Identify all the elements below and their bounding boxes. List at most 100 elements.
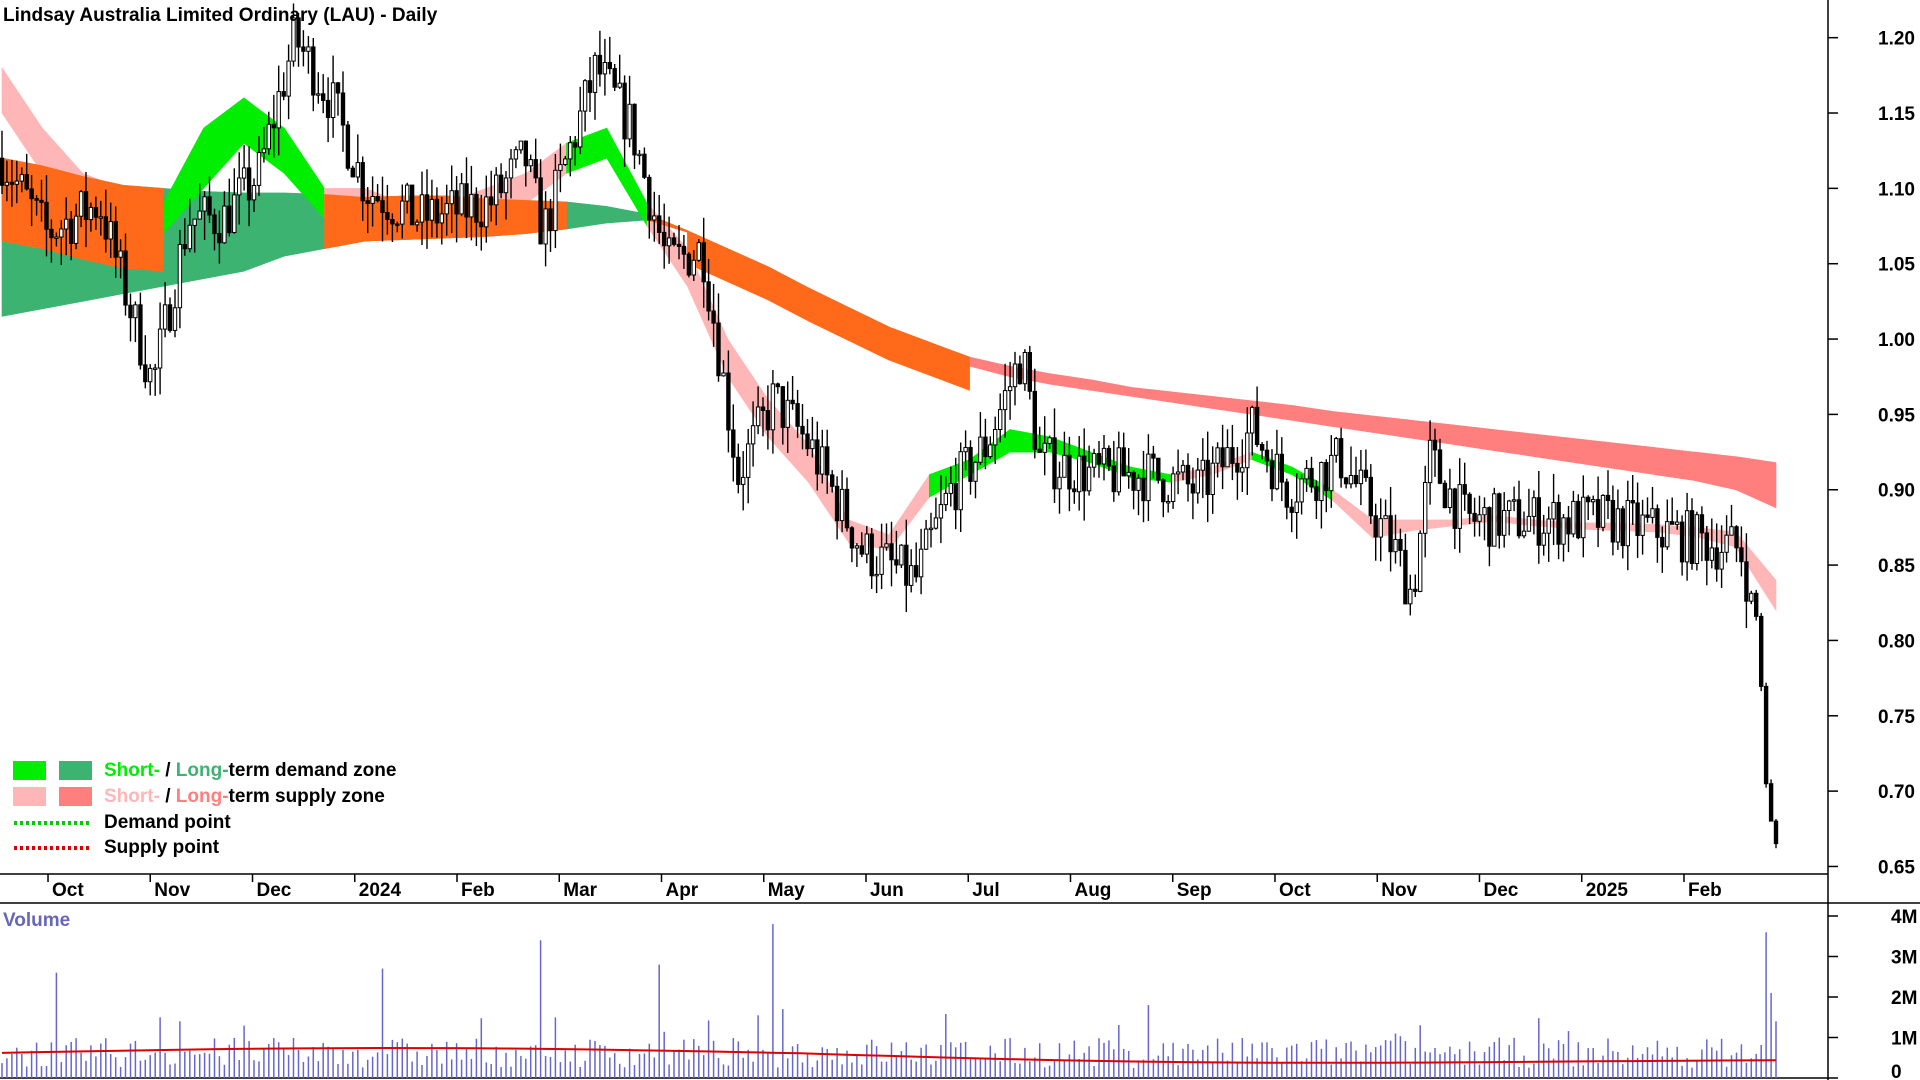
candle-body-187	[923, 528, 929, 550]
candle-body-328	[1620, 508, 1625, 547]
candle-body-34	[167, 304, 173, 331]
candle-body-269	[1329, 454, 1334, 492]
candle-body-272	[1343, 477, 1349, 485]
candle-body-241	[1190, 483, 1196, 494]
candle-body-185	[914, 565, 919, 578]
candle-body-315	[1556, 502, 1561, 545]
price-tick-label-4: 1.00	[1878, 330, 1915, 351]
candle-body-223	[1101, 447, 1107, 465]
candle-body-137	[676, 243, 682, 247]
candle-body-262	[1294, 501, 1299, 513]
time-tick-label-6: Apr	[665, 880, 698, 901]
candle-body-98	[484, 196, 489, 228]
candle-body-184	[909, 565, 914, 586]
time-axis: Oct Nov Dec 2024 Feb Mar Apr May Jun Jul Aug Sep Oct…	[47, 874, 1722, 901]
candle-body-255	[1259, 444, 1265, 451]
time-tick-label-14: Dec	[1483, 880, 1518, 901]
price-tick-label-11: 0.65	[1878, 857, 1915, 878]
candle-body-120	[592, 54, 598, 93]
legend-label-3: Supply point	[104, 837, 220, 858]
candle-body-56	[276, 91, 281, 129]
candle-body-0	[0, 157, 5, 186]
candle-body-257	[1269, 460, 1275, 490]
candle-body-183	[904, 544, 909, 586]
candle-body-259	[1279, 453, 1284, 483]
candle-body-83	[409, 184, 415, 226]
long-term-zone-segment-40	[1614, 442, 1656, 476]
candle-body-193	[953, 483, 958, 511]
candle-body-138	[681, 245, 687, 255]
candle-body-353	[1744, 561, 1749, 602]
short-term-zone-segment-33	[1332, 489, 1374, 539]
volume-tick-label-1: 3M	[1891, 948, 1917, 969]
candle-body-215	[1062, 454, 1067, 478]
candle-body-31	[153, 367, 158, 370]
candle-body-206	[1017, 363, 1023, 385]
candle-body-359	[1773, 820, 1779, 845]
long-term-zone-segment-28	[1130, 386, 1172, 403]
legend-swatch-long-1	[59, 787, 92, 806]
candle-body-66	[325, 99, 331, 119]
candle-body-195	[963, 447, 968, 453]
candle-body-5	[24, 174, 29, 190]
candle-body-160	[790, 399, 795, 405]
candle-body-181	[894, 559, 899, 566]
candle-body-122	[602, 62, 608, 75]
candle-body-207	[1022, 352, 1028, 385]
candle-body-213	[1052, 437, 1057, 490]
candle-body-106	[523, 140, 528, 167]
candle-body-281	[1388, 515, 1393, 553]
candle-body-284	[1403, 549, 1408, 605]
long-term-zone-segment-27	[1090, 379, 1132, 397]
volume-tick-label-0: 4M	[1891, 907, 1917, 928]
candle-body-270	[1334, 438, 1339, 456]
candle-body-18	[88, 207, 94, 221]
candle-body-186	[918, 548, 924, 578]
candle-body-13	[64, 218, 69, 230]
candle-body-277	[1368, 476, 1373, 517]
legend-label-2: Demand point	[104, 812, 231, 833]
candle-body-197	[973, 461, 978, 482]
candle-body-94	[464, 183, 469, 218]
candle-body-271	[1338, 438, 1344, 479]
candle-body-35	[172, 307, 178, 331]
candle-body-333	[1645, 514, 1650, 518]
candle-body-88	[434, 198, 440, 224]
candle-body-2	[9, 181, 15, 185]
candle-body-113	[558, 164, 563, 171]
candle-body-303	[1497, 493, 1502, 536]
candle-body-225	[1111, 465, 1116, 493]
candle-body-51	[251, 185, 257, 201]
candle-body-96	[474, 193, 479, 223]
candle-body-180	[889, 543, 894, 561]
candle-body-256	[1264, 449, 1270, 462]
legend-swatch-long-0	[59, 761, 92, 780]
candle-body-296	[1462, 484, 1467, 495]
candle-body-337	[1665, 521, 1670, 548]
long-term-zone-segment-38	[1533, 433, 1575, 463]
candle-body-114	[563, 158, 568, 165]
candle-body-196	[968, 447, 973, 482]
long-term-zone-segment-39	[1574, 438, 1615, 469]
price-tick-label-5: 0.95	[1878, 405, 1915, 426]
candle-body-189	[933, 517, 939, 529]
candle-body-171	[844, 488, 850, 529]
candle-body-172	[849, 527, 855, 549]
candle-body-322	[1591, 499, 1596, 503]
chart-title: Lindsay Australia Limited Ordinary (LAU)…	[3, 5, 438, 26]
candle-body-63	[311, 46, 316, 96]
candle-body-311	[1536, 497, 1541, 546]
candle-body-352	[1739, 547, 1744, 563]
candle-body-304	[1502, 510, 1507, 536]
candle-body-50	[246, 167, 252, 201]
candle-body-86	[424, 194, 430, 221]
candle-body-306	[1511, 499, 1517, 502]
candle-body-332	[1640, 514, 1645, 536]
candle-body-23	[113, 221, 118, 258]
candle-body-129	[637, 153, 642, 157]
candle-body-203	[1002, 390, 1008, 411]
candle-body-329	[1625, 500, 1630, 547]
candle-body-24	[118, 250, 123, 258]
candle-body-341	[1684, 510, 1690, 563]
candle-body-27	[133, 304, 138, 319]
